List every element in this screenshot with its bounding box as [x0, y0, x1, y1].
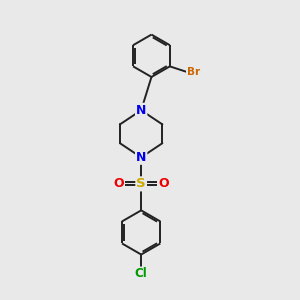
Text: Cl: Cl — [135, 268, 148, 281]
Text: O: O — [113, 177, 124, 190]
Text: S: S — [136, 177, 146, 190]
Text: N: N — [136, 151, 146, 164]
Text: N: N — [136, 104, 146, 117]
Text: O: O — [158, 177, 169, 190]
Text: Br: Br — [187, 67, 200, 77]
